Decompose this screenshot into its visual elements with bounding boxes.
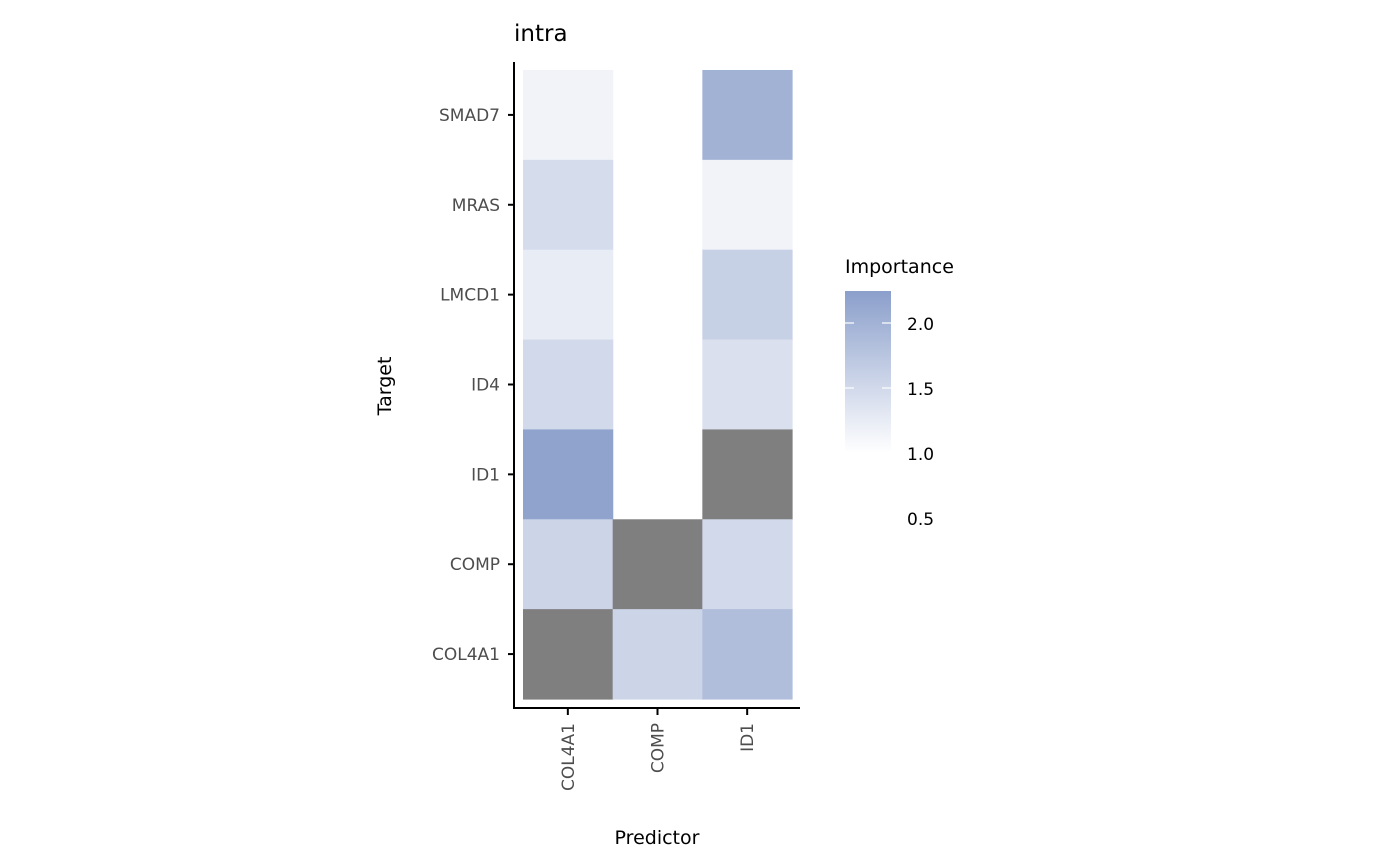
legend-tick-label: 2.0 [907,315,934,335]
heatmap-cell-lmcd1-col4a1 [523,249,614,341]
legend-ticks: 2.0 1.5 1.0 0.5 [845,315,934,530]
heatmap-cell-id1-col4a1 [523,429,614,520]
heatmap-cells [523,69,793,700]
y-tick-label: COMP [450,555,500,575]
heatmap-cell-smad7-id1 [702,69,793,161]
y-tick-label: MRAS [452,196,500,216]
chart-title: intra [514,21,568,47]
heatmap-cell-id1-id1 [702,429,793,520]
heatmap-cell-smad7-col4a1 [523,69,614,161]
heatmap-cell-comp-comp [612,519,703,610]
heatmap-cell-lmcd1-id1 [702,249,793,341]
x-axis-ticks: COL4A1 COMP ID1 [559,708,758,791]
heatmap-cell-mras-id1 [702,159,793,251]
x-tick-label: COL4A1 [559,723,579,791]
y-tick-label: ID4 [471,375,500,395]
y-axis-ticks: COL4A1 COMP ID1 ID4 LMCD1 MRAS SMAD7 [432,106,514,665]
heatmap-cell-id4-col4a1 [523,339,614,431]
heatmap-cell-col4a1-col4a1 [523,609,614,700]
y-tick-label: COL4A1 [432,645,500,665]
legend-colorbar [845,291,891,453]
heatmap-cell-mras-col4a1 [523,159,614,251]
x-axis-title: Predictor [615,827,700,849]
legend-tick-label: 0.5 [907,510,934,530]
heatmap-cell-comp-col4a1 [523,519,614,610]
legend-title: Importance [845,256,954,278]
y-tick-label: ID1 [471,465,500,485]
y-tick-label: SMAD7 [439,106,500,126]
heatmap-cell-id4-id1 [702,339,793,431]
y-axis-title: Target [374,357,396,417]
heatmap-cell-col4a1-comp [612,609,703,700]
heatmap-cell-comp-id1 [702,519,793,610]
x-tick-label: COMP [649,723,669,773]
x-tick-label: ID1 [738,723,758,752]
legend-tick-label: 1.0 [907,445,934,465]
legend: Importance 2.0 1.5 1.0 0.5 [845,256,954,530]
legend-tick-label: 1.5 [907,380,934,400]
y-tick-label: LMCD1 [440,286,500,306]
heatmap-cell-col4a1-id1 [702,609,793,700]
